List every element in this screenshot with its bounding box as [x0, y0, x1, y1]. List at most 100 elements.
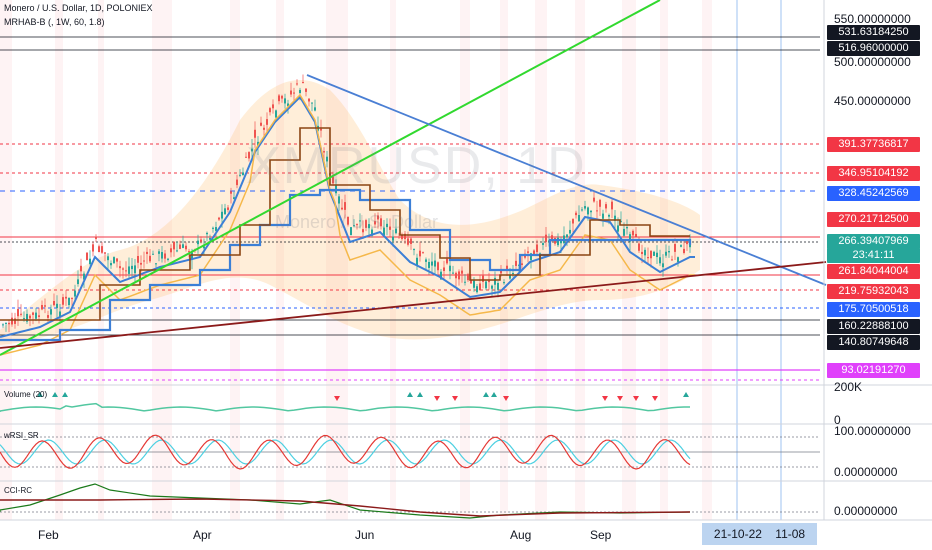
- candle-body: [146, 251, 148, 254]
- candle-body: [107, 256, 109, 261]
- candle-body: [314, 107, 316, 111]
- candle-body: [530, 253, 532, 261]
- chart-title: Monero / U.S. Dollar, 1D, POLONIEX: [4, 3, 153, 13]
- candle-body: [56, 303, 58, 309]
- highlight-stripe: [390, 0, 396, 520]
- candle-body: [290, 90, 292, 95]
- price-label: 219.75932043: [827, 284, 920, 299]
- candle-body: [527, 251, 529, 253]
- candle-body: [200, 239, 202, 242]
- candle-body: [92, 244, 94, 252]
- candle-body: [665, 251, 667, 256]
- candle-body: [368, 224, 370, 229]
- volume-signal-marker: [683, 392, 689, 397]
- candle-body: [635, 233, 637, 237]
- volume-signal-marker: [452, 396, 458, 401]
- candle-body: [197, 240, 199, 245]
- candle-body: [137, 255, 139, 263]
- price-label: 175.70500518: [827, 302, 920, 317]
- wrsi-pane-label[interactable]: wRSI_SR: [4, 431, 39, 440]
- candle-body: [26, 313, 28, 322]
- candle-body: [44, 305, 46, 307]
- candle-body: [230, 191, 232, 194]
- candle-body: [80, 265, 82, 272]
- candle-body: [545, 234, 547, 242]
- candle-body: [101, 246, 103, 253]
- candle-body: [590, 210, 592, 213]
- candle-body: [257, 141, 259, 146]
- candle-body: [32, 312, 34, 315]
- trendlines[interactable]: [0, 0, 827, 356]
- candle-body: [467, 274, 469, 281]
- candle-body: [350, 227, 352, 236]
- candle-body: [164, 253, 166, 259]
- candle-body: [272, 104, 274, 109]
- candle-body: [341, 207, 343, 210]
- candle-body: [404, 233, 406, 240]
- candle-body: [470, 279, 472, 284]
- volume-signal-marker: [491, 392, 497, 397]
- candle-body: [389, 226, 391, 230]
- candle-body: [320, 128, 322, 131]
- candle-body: [425, 259, 427, 262]
- candle-body: [572, 219, 574, 224]
- candle-body: [179, 244, 181, 249]
- candle-body: [599, 199, 601, 207]
- candle-body: [125, 270, 127, 272]
- candle-body: [659, 257, 661, 264]
- candle-body: [653, 251, 655, 256]
- candle-body: [458, 271, 460, 280]
- candle-body: [416, 257, 418, 266]
- candle-body: [122, 268, 124, 270]
- candle-body: [167, 258, 169, 260]
- candle-body: [605, 204, 607, 209]
- candle-body: [104, 252, 106, 254]
- volume-pane-label[interactable]: Volume (20): [4, 390, 48, 399]
- candle-body: [623, 228, 625, 236]
- candle-body: [578, 214, 580, 222]
- candle-body: [581, 209, 583, 211]
- candle-body: [602, 213, 604, 219]
- candle-body: [209, 237, 211, 240]
- candle-body: [47, 315, 49, 318]
- volume-signal-marker: [417, 392, 423, 397]
- indicator-panes: [0, 384, 932, 521]
- price-label: 550.00000000: [834, 12, 911, 26]
- candle-body: [11, 317, 13, 325]
- candle-body: [584, 206, 586, 209]
- candle-body: [680, 245, 682, 247]
- candle-body: [677, 257, 679, 263]
- candle-body: [284, 98, 286, 104]
- price-label: 160.22888100: [827, 319, 920, 334]
- candle-body: [497, 282, 499, 290]
- candle-body: [89, 258, 91, 265]
- volume-signal-marker: [617, 396, 623, 401]
- ma-slow-line: [0, 93, 695, 356]
- highlight-stripe: [0, 0, 12, 520]
- candle-body: [413, 249, 415, 251]
- cci-pane-label[interactable]: CCI-RC: [4, 486, 32, 495]
- indicator-legend[interactable]: MRHAB-B (, 1W, 60, 1.8): [4, 17, 105, 27]
- candle-body: [74, 290, 76, 297]
- candle-body: [212, 227, 214, 229]
- candle-body: [152, 253, 154, 255]
- candle-body: [14, 318, 16, 324]
- session-highlight-stripes: [0, 0, 782, 520]
- candle-body: [356, 224, 358, 226]
- candle-body: [65, 296, 67, 299]
- candle-body: [308, 98, 310, 102]
- candle-body: [515, 260, 517, 266]
- cursor-time: 11-08: [775, 527, 806, 541]
- candle-body: [434, 260, 436, 267]
- candle-body: [617, 225, 619, 232]
- price-label: 500.00000000: [834, 55, 911, 69]
- candle-body: [551, 235, 553, 240]
- candle-body: [395, 228, 397, 234]
- candle-body: [569, 229, 571, 234]
- volume-signal-marker: [407, 392, 413, 397]
- candle-body: [536, 244, 538, 253]
- candle-body: [35, 312, 37, 319]
- candle-body: [263, 127, 265, 130]
- candle-body: [431, 261, 433, 266]
